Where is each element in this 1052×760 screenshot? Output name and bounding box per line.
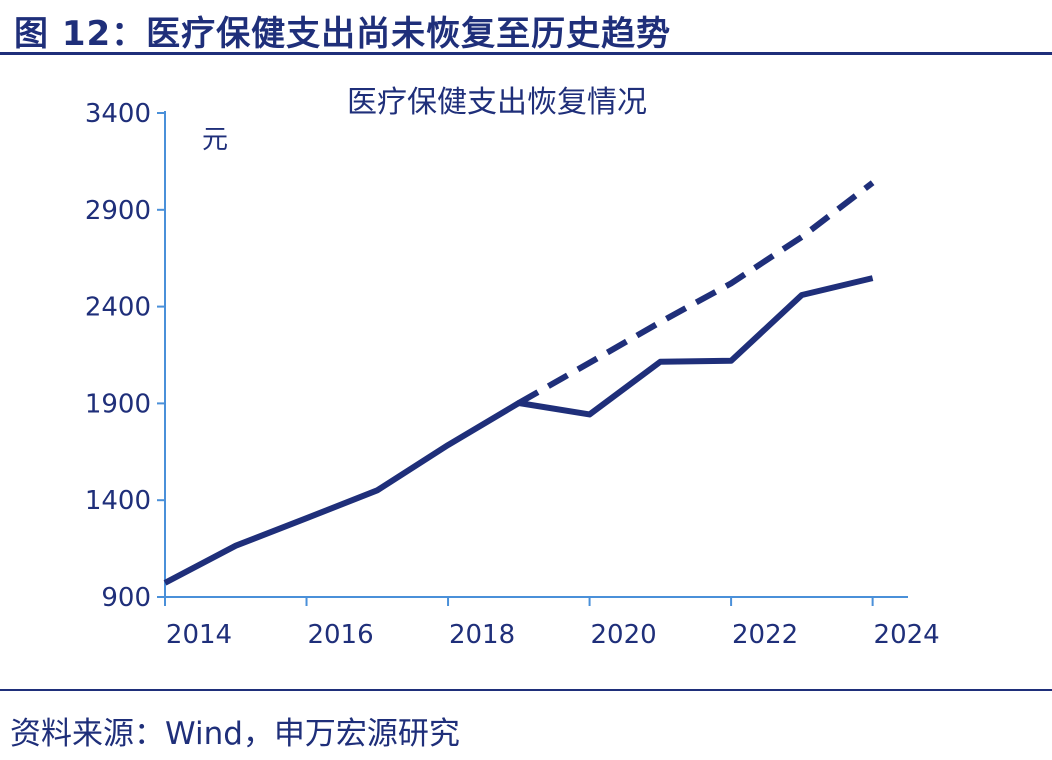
series-line-trend <box>517 180 875 406</box>
axes: 900 1400 1900 2400 2900 3400 2014 2016 2018 2020 2… <box>85 99 940 650</box>
header-rule <box>0 52 1052 55</box>
y-tick-label: 3400 <box>85 99 151 129</box>
figure-header: 图 12：医疗保健支出尚未恢复至历史趋势 <box>0 0 1052 56</box>
y-unit-label: 元 <box>202 125 228 155</box>
series-layer <box>163 180 875 586</box>
footer-rule <box>0 689 1052 691</box>
x-tick-label: 2016 <box>307 620 373 650</box>
x-tick-label: 2018 <box>449 620 515 650</box>
y-tick-label: 1900 <box>85 389 151 419</box>
y-tick-label: 2900 <box>85 196 151 226</box>
x-tick-label: 2024 <box>874 620 940 650</box>
chart-title: 医疗保健支出恢复情况 <box>347 85 647 120</box>
y-tick-label: 900 <box>101 583 151 613</box>
source-note: 资料来源：Wind，申万宏源研究 <box>10 716 460 752</box>
y-tick-label: 1400 <box>85 486 151 516</box>
x-tick-label: 2022 <box>732 620 798 650</box>
chart: 医疗保健支出恢复情况 元 900 1400 1900 2400 2900 3400 2014… <box>85 85 940 650</box>
figure-title: 图 12：医疗保健支出尚未恢复至历史趋势 <box>14 14 672 54</box>
x-tick-label: 2020 <box>590 620 656 650</box>
series-line-actual <box>163 275 874 586</box>
x-tick-label: 2014 <box>166 620 232 650</box>
y-tick-label: 2400 <box>85 293 151 323</box>
